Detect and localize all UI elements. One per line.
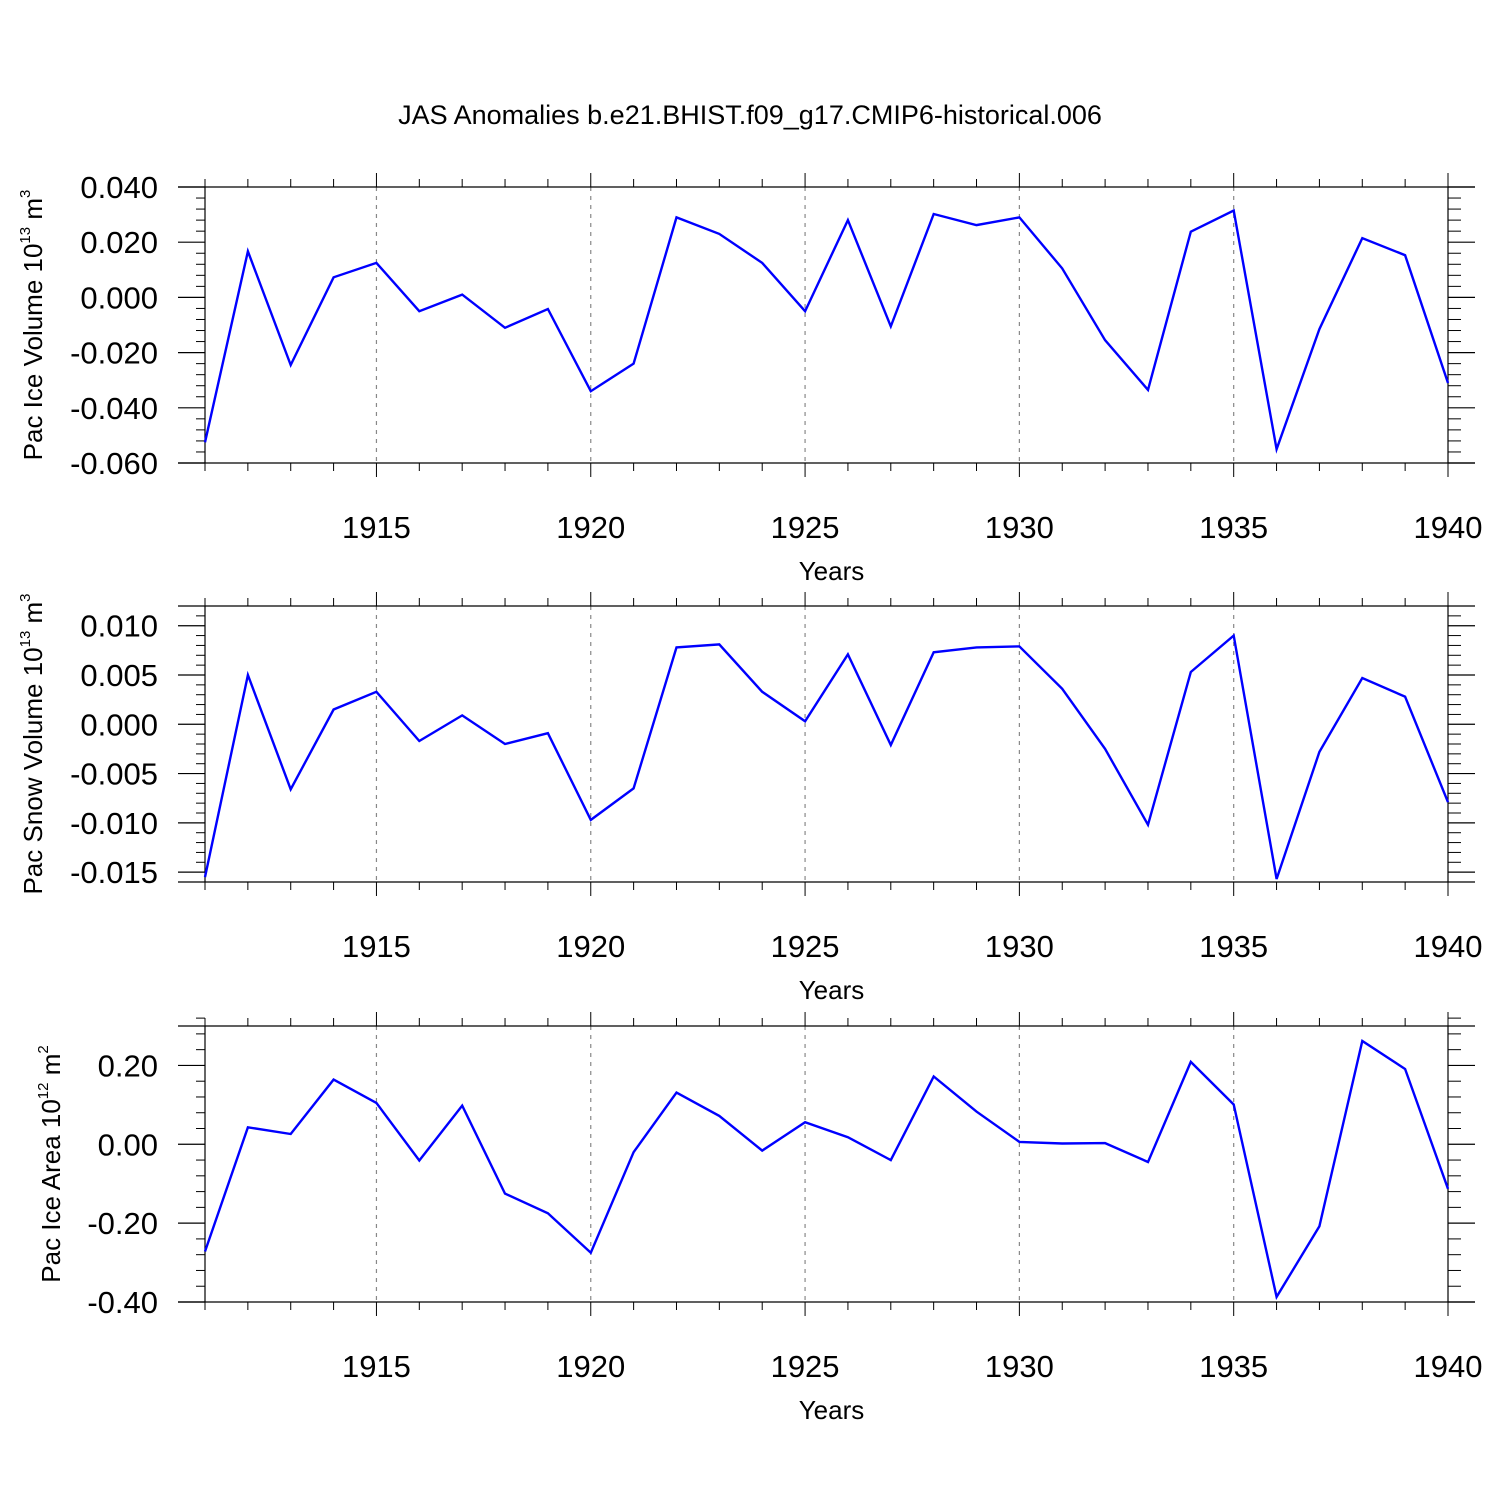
x-tick-label: 1915 xyxy=(342,510,411,545)
y-tick-label: -0.40 xyxy=(87,1285,158,1320)
x-tick-label: 1930 xyxy=(985,510,1054,545)
y-axis-label: Pac Ice Area 1012 m2 xyxy=(35,1045,66,1282)
y-tick-label: -0.010 xyxy=(70,806,158,841)
y-tick-label: -0.040 xyxy=(70,391,158,426)
series-line xyxy=(203,1039,1450,1301)
x-tick-label: 1935 xyxy=(1199,510,1268,545)
x-tick-label: 1920 xyxy=(556,929,625,964)
x-tick-label: 1940 xyxy=(1414,1349,1483,1384)
y-tick-label: 0.000 xyxy=(80,707,158,742)
x-tick-label: 1940 xyxy=(1414,929,1483,964)
x-axis-label: Years xyxy=(799,1395,865,1425)
x-tick-label: 1925 xyxy=(771,1349,840,1384)
x-tick-label: 1915 xyxy=(342,1349,411,1384)
y-tick-label: 0.010 xyxy=(80,609,158,644)
y-axis-label: Pac Snow Volume 1013 m3 xyxy=(17,593,48,894)
x-axis-label: Years xyxy=(799,975,865,1005)
y-tick-label: -0.015 xyxy=(70,855,158,890)
series-line xyxy=(203,633,1450,880)
y-tick-label: 0.000 xyxy=(80,280,158,315)
y-tick-label: -0.060 xyxy=(70,446,158,481)
x-tick-label: 1920 xyxy=(556,510,625,545)
y-tick-label: -0.20 xyxy=(87,1206,158,1241)
x-tick-label: 1935 xyxy=(1199,1349,1268,1384)
x-tick-label: 1940 xyxy=(1414,510,1483,545)
panels: 1915 1920 1925 1930 1935 1940 0.040 0.020 0.000 -… xyxy=(17,170,1482,1425)
x-tick-label: 1920 xyxy=(556,1349,625,1384)
x-tick-label: 1925 xyxy=(771,510,840,545)
x-tick-label: 1930 xyxy=(985,929,1054,964)
x-axis-label: Years xyxy=(799,556,865,586)
chart-title: JAS Anomalies b.e21.BHIST.f09_g17.CMIP6-… xyxy=(398,100,1102,130)
y-tick-label: 0.005 xyxy=(80,658,158,693)
series-line xyxy=(203,208,1450,454)
x-tick-label: 1925 xyxy=(771,929,840,964)
y-tick-label: -0.005 xyxy=(70,757,158,792)
y-axis-label: Pac Ice Volume 1013 m3 xyxy=(17,190,48,461)
x-tick-label: 1930 xyxy=(985,1349,1054,1384)
x-tick-label: 1935 xyxy=(1199,929,1268,964)
y-tick-label: 0.020 xyxy=(80,225,158,260)
panel-3: 1915 1920 1925 1930 1935 1940 0.20 0.00 -0.20 -0.… xyxy=(35,1012,1482,1425)
y-tick-label: -0.020 xyxy=(70,336,158,371)
y-tick-label: 0.00 xyxy=(98,1127,158,1162)
y-tick-label: 0.20 xyxy=(98,1048,158,1083)
panel-1: 1915 1920 1925 1930 1935 1940 0.040 0.020 0.000 -… xyxy=(17,170,1482,586)
y-tick-label: 0.040 xyxy=(80,170,158,205)
panel-2: 1915 1920 1925 1930 1935 1940 0.010 0.005 0.000 -… xyxy=(17,592,1482,1005)
x-tick-label: 1915 xyxy=(342,929,411,964)
